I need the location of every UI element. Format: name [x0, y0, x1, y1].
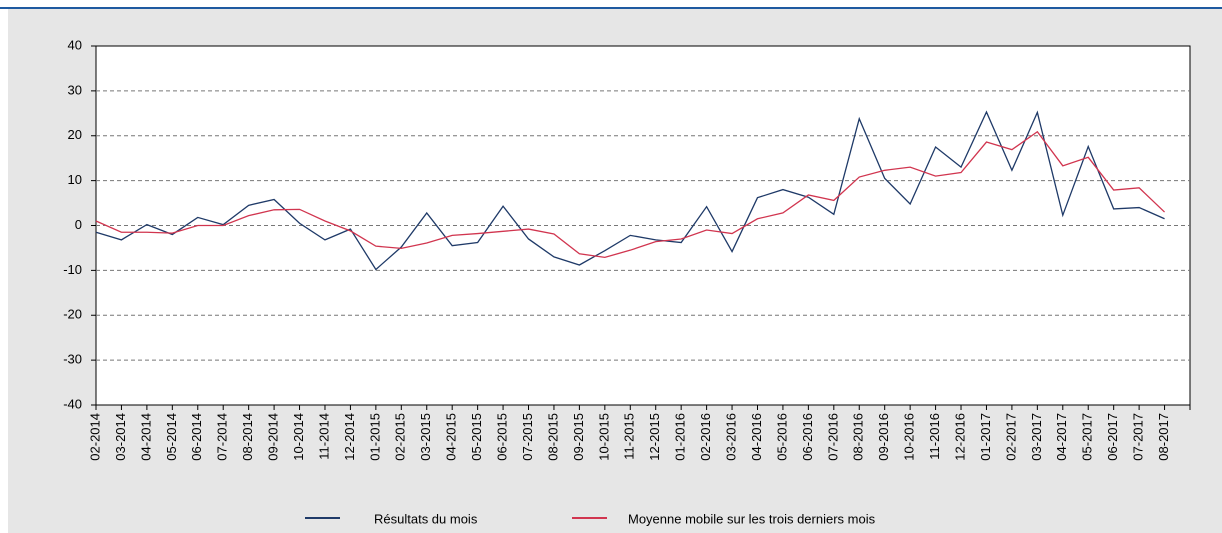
- x-tick-label: 03-2014: [113, 413, 128, 461]
- x-tick-label: 03-2015: [418, 413, 433, 461]
- x-tick-label: 02-2017: [1003, 413, 1018, 461]
- x-tick-label: 08-2015: [545, 413, 560, 461]
- y-tick-label: -30: [63, 352, 82, 367]
- x-tick-label: 06-2016: [800, 413, 815, 461]
- x-tick-label: 10-2015: [596, 413, 611, 461]
- x-tick-label: 11-2016: [927, 413, 942, 460]
- y-tick-label: 0: [75, 217, 82, 232]
- x-tick-label: 02-2015: [393, 413, 408, 461]
- x-tick-label: 07-2016: [825, 413, 840, 461]
- x-tick-label: 12-2016: [952, 413, 967, 461]
- x-tick-label: 09-2016: [876, 413, 891, 461]
- legend-label: Résultats du mois: [374, 511, 478, 526]
- x-tick-label: 05-2014: [164, 413, 179, 461]
- x-tick-label: 01-2016: [673, 413, 688, 461]
- y-tick-label: 10: [68, 172, 82, 187]
- x-tick-label: 07-2017: [1131, 413, 1146, 461]
- x-tick-label: 06-2015: [495, 413, 510, 461]
- x-tick-label: 10-2014: [291, 413, 306, 461]
- x-tick-label: 01-2015: [367, 413, 382, 461]
- x-tick-label: 06-2017: [1105, 413, 1120, 461]
- y-tick-label: 20: [68, 127, 82, 142]
- y-tick-label: -20: [63, 307, 82, 322]
- x-tick-label: 11-2015: [622, 413, 637, 460]
- x-tick-label: 07-2015: [520, 413, 535, 461]
- x-tick-label: 09-2015: [571, 413, 586, 461]
- x-tick-label: 04-2015: [444, 413, 459, 461]
- legend-label: Moyenne mobile sur les trois derniers mo…: [628, 511, 876, 526]
- x-tick-label: 10-2016: [902, 413, 917, 461]
- x-tick-label: 02-2016: [698, 413, 713, 461]
- x-tick-label: 01-2017: [978, 413, 993, 461]
- x-tick-label: 05-2017: [1080, 413, 1095, 461]
- x-tick-label: 08-2014: [240, 413, 255, 461]
- x-tick-label: 04-2014: [138, 413, 153, 461]
- x-tick-label: 05-2015: [469, 413, 484, 461]
- x-tick-label: 11-2014: [316, 413, 331, 460]
- x-tick-label: 08-2017: [1156, 413, 1171, 461]
- x-tick-label: 09-2014: [266, 413, 281, 461]
- y-tick-label: -40: [63, 396, 82, 411]
- x-tick-label: 06-2014: [189, 413, 204, 461]
- y-tick-label: -10: [63, 262, 82, 277]
- y-tick-label: 40: [68, 37, 82, 52]
- x-tick-label: 12-2015: [647, 413, 662, 461]
- x-tick-label: 05-2016: [774, 413, 789, 461]
- y-tick-label: 30: [68, 82, 82, 97]
- series-line: [95, 130, 1166, 259]
- x-tick-label: 12-2014: [342, 413, 357, 461]
- x-tick-label: 03-2017: [1029, 413, 1044, 461]
- series-line: [95, 110, 1165, 271]
- x-tick-label: 08-2016: [851, 413, 866, 461]
- x-tick-label: 03-2016: [723, 413, 738, 461]
- x-tick-label: 07-2014: [215, 413, 230, 461]
- x-tick-label: 04-2017: [1054, 413, 1069, 461]
- x-tick-label: 02-2014: [87, 413, 102, 461]
- x-tick-label: 04-2016: [749, 413, 764, 461]
